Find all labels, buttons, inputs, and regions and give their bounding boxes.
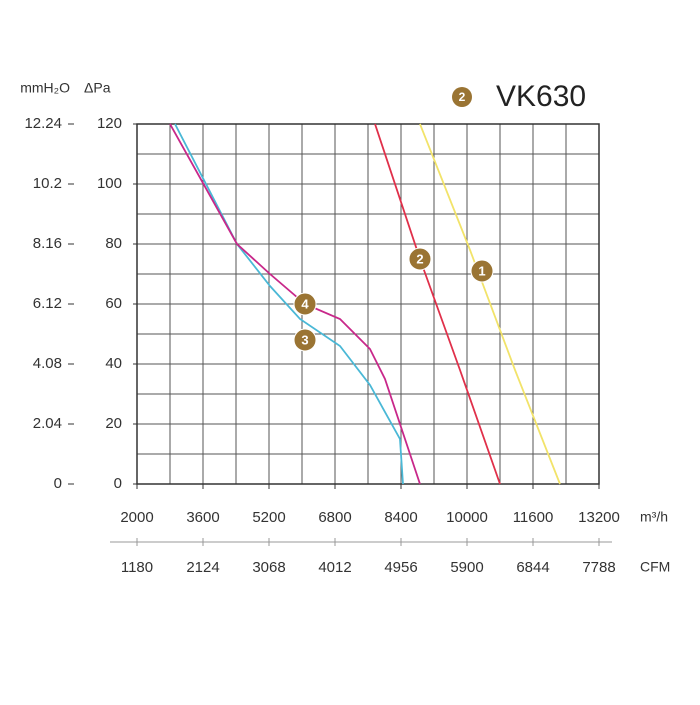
x2-tick-label: 1180 bbox=[121, 559, 153, 576]
y-axis-label: ΔPa bbox=[84, 80, 111, 96]
y2-tick-label: 4.08 bbox=[33, 355, 62, 372]
x2-tick-label: 3068 bbox=[252, 559, 285, 576]
curve-label: 3 bbox=[301, 332, 308, 347]
x2-tick-label: 7788 bbox=[582, 559, 615, 576]
curve bbox=[374, 123, 501, 485]
y-tick-label: 80 bbox=[105, 235, 122, 252]
y2-tick-label: 0 bbox=[54, 475, 62, 492]
y-tick-label: 0 bbox=[114, 475, 122, 492]
curve bbox=[419, 123, 561, 485]
x2-tick-label: 2124 bbox=[186, 559, 219, 576]
x-tick-label: 6800 bbox=[318, 509, 351, 526]
y-tick-label: 40 bbox=[105, 355, 122, 372]
y2-tick-label: 12.24 bbox=[24, 115, 62, 132]
curve-badge bbox=[408, 247, 432, 271]
y-tick-label: 60 bbox=[105, 295, 122, 312]
y2-tick-label: 2.04 bbox=[33, 415, 62, 432]
x2-tick-label: 4012 bbox=[318, 559, 351, 576]
curve-badge bbox=[293, 292, 317, 316]
x2-tick-label: 5900 bbox=[450, 559, 483, 576]
x-tick-label: 5200 bbox=[252, 509, 285, 526]
x2-axis-label: CFM bbox=[640, 559, 670, 575]
curve-badge bbox=[293, 328, 317, 352]
curve-badge bbox=[470, 259, 494, 283]
y2-axis-label: mmH₂O bbox=[20, 80, 70, 96]
curve-label: 2 bbox=[416, 251, 423, 266]
chart-title: VK630 bbox=[496, 80, 586, 113]
x-tick-label: 10000 bbox=[446, 509, 488, 526]
y2-tick-label: 6.12 bbox=[33, 295, 62, 312]
title-badge-circle bbox=[452, 87, 472, 107]
x-tick-label: 2000 bbox=[120, 509, 153, 526]
y2-tick-label: 10.2 bbox=[33, 175, 62, 192]
y2-tick-label: 8.16 bbox=[33, 235, 62, 252]
x-axis-label: m³/h bbox=[640, 509, 668, 525]
x-tick-label: 13200 bbox=[578, 509, 620, 526]
title-badge: 2 bbox=[459, 90, 466, 104]
x-tick-label: 11600 bbox=[513, 509, 554, 526]
x2-tick-label: 6844 bbox=[516, 559, 549, 576]
curve bbox=[174, 123, 404, 485]
x-tick-label: 3600 bbox=[186, 509, 219, 526]
y-tick-label: 20 bbox=[105, 415, 122, 432]
y-tick-label: 100 bbox=[97, 175, 122, 192]
x-tick-label: 8400 bbox=[384, 509, 417, 526]
curve bbox=[169, 123, 421, 485]
y-tick-label: 120 bbox=[97, 115, 122, 132]
x2-tick-label: 4956 bbox=[384, 559, 417, 576]
curve-label: 4 bbox=[301, 296, 309, 311]
curve-label: 1 bbox=[478, 263, 485, 278]
